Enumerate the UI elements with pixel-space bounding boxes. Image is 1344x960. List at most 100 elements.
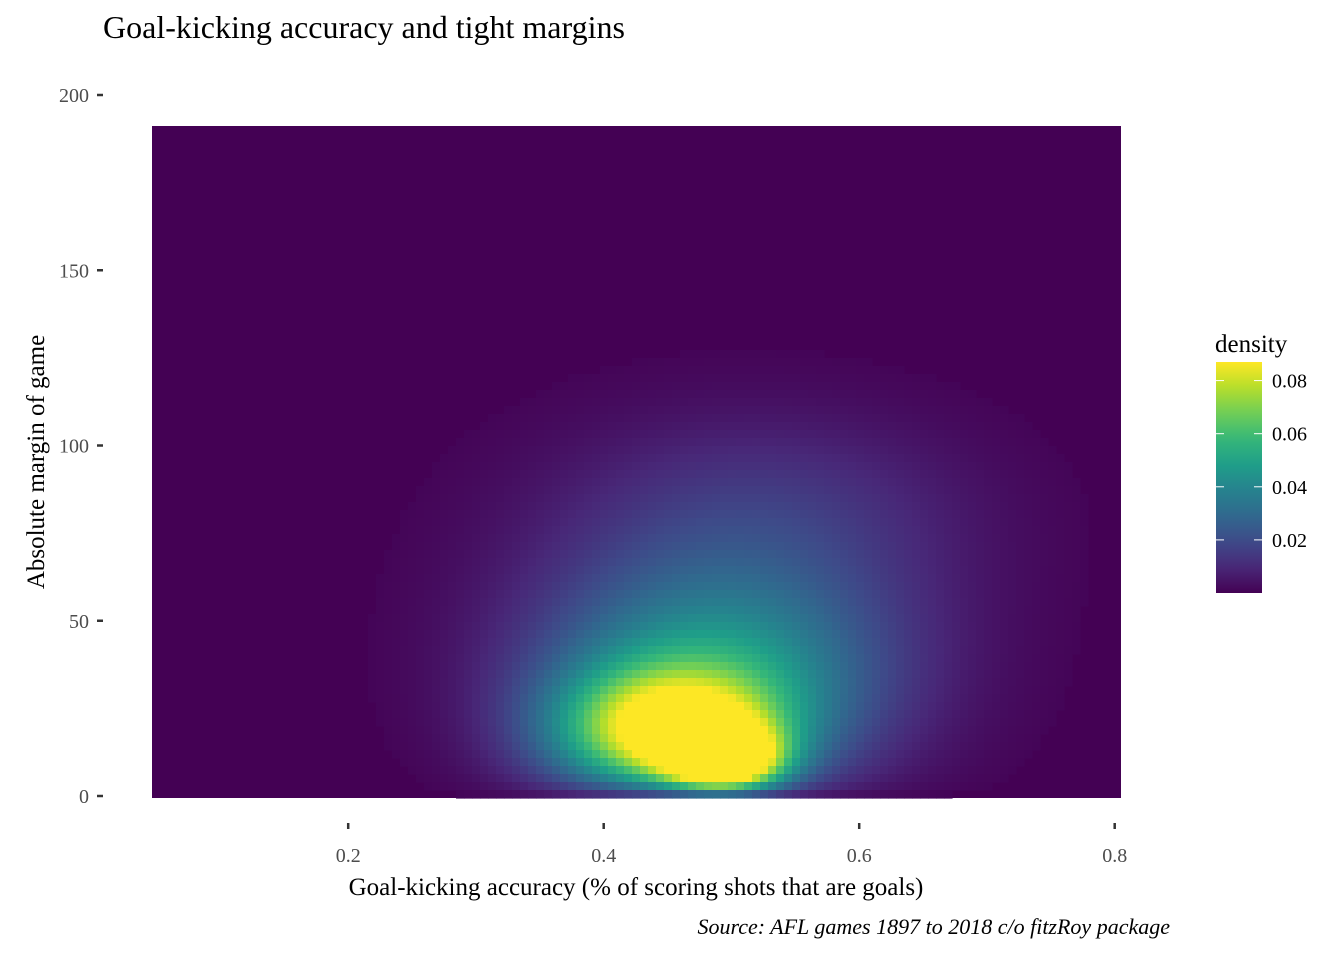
heatmap-cell (512, 646, 521, 655)
heatmap-cell (600, 566, 609, 575)
heatmap-cell (968, 630, 977, 639)
heatmap-cell (952, 526, 961, 535)
heatmap-cell (416, 542, 425, 551)
heatmap-cell (984, 750, 993, 759)
heatmap-cell (528, 670, 537, 679)
heatmap-cell (656, 622, 665, 631)
heatmap-cell (944, 406, 953, 415)
heatmap-cell (968, 566, 977, 575)
heatmap-cell (760, 718, 769, 727)
heatmap-cell (1016, 694, 1025, 703)
heatmap-cell (880, 534, 889, 543)
heatmap-cell (584, 726, 593, 735)
heatmap-cell (720, 654, 729, 663)
heatmap-cell (504, 646, 513, 655)
heatmap-cell (984, 742, 993, 751)
heatmap-cell (592, 510, 601, 519)
heatmap-cell (624, 446, 633, 455)
heatmap-cell (544, 438, 553, 447)
heatmap-cell (656, 606, 665, 615)
heatmap-cell (1032, 446, 1041, 455)
heatmap-cell (808, 606, 817, 615)
heatmap-cell (936, 646, 945, 655)
heatmap-cell (648, 366, 657, 375)
heatmap-cell (456, 742, 465, 751)
heatmap-cell (960, 526, 969, 535)
heatmap-cell (472, 446, 481, 455)
heatmap-cell (776, 670, 785, 679)
heatmap-cell (736, 526, 745, 535)
heatmap-cell (872, 790, 881, 799)
heatmap-cell (680, 758, 689, 767)
heatmap-cell (584, 686, 593, 695)
heatmap-cell (680, 574, 689, 583)
heatmap-cell (928, 678, 937, 687)
heatmap-cell (448, 574, 457, 583)
heatmap-cell (840, 502, 849, 511)
heatmap-cell (704, 702, 713, 711)
heatmap-cell (440, 606, 449, 615)
heatmap-cell (920, 766, 929, 775)
heatmap-cell (784, 534, 793, 543)
heatmap-cell (1056, 662, 1065, 671)
heatmap-cell (408, 558, 417, 567)
heatmap-cell (568, 526, 577, 535)
heatmap-cell (1024, 518, 1033, 527)
heatmap-cell (456, 502, 465, 511)
heatmap-cell (392, 678, 401, 687)
heatmap-cell (1016, 558, 1025, 567)
heatmap-cell (424, 694, 433, 703)
heatmap-cell (576, 622, 585, 631)
heatmap-cell (1032, 654, 1041, 663)
heatmap-cell (856, 790, 865, 799)
heatmap-cell (552, 766, 561, 775)
heatmap-cell (696, 790, 705, 799)
heatmap-cell (432, 462, 441, 471)
y-tick-label: 50 (69, 611, 89, 633)
heatmap-cell (696, 414, 705, 423)
heatmap-cell (664, 782, 673, 791)
heatmap-cell (400, 534, 409, 543)
heatmap-cell (488, 478, 497, 487)
heatmap-cell (776, 582, 785, 591)
heatmap-cell (760, 374, 769, 383)
heatmap-cell (616, 398, 625, 407)
heatmap-cell (456, 614, 465, 623)
heatmap-cell (1016, 422, 1025, 431)
heatmap-cell (728, 550, 737, 559)
heatmap-cell (584, 566, 593, 575)
heatmap-cell (952, 678, 961, 687)
heatmap-cell (720, 550, 729, 559)
heatmap-cell (848, 670, 857, 679)
heatmap-cell (800, 526, 809, 535)
heatmap-cell (992, 446, 1001, 455)
heatmap-cell (968, 510, 977, 519)
heatmap-cell (520, 582, 529, 591)
heatmap-cell (928, 638, 937, 647)
heatmap-cell (480, 750, 489, 759)
heatmap-cell (472, 630, 481, 639)
heatmap-cell (536, 622, 545, 631)
heatmap-cell (824, 750, 833, 759)
heatmap-cell (952, 454, 961, 463)
heatmap-cell (744, 782, 753, 791)
heatmap-cell (776, 614, 785, 623)
heatmap-cell (656, 630, 665, 639)
heatmap-cell (872, 406, 881, 415)
heatmap-cell (1008, 598, 1017, 607)
heatmap-cell (936, 574, 945, 583)
heatmap-cell (792, 598, 801, 607)
heatmap-cell (872, 558, 881, 567)
heatmap-cell (768, 350, 777, 359)
heatmap-cell (376, 686, 385, 695)
heatmap-cell (992, 518, 1001, 527)
heatmap-cell (784, 710, 793, 719)
heatmap-cell (872, 750, 881, 759)
heatmap-cell (688, 686, 697, 695)
heatmap-cell (776, 726, 785, 735)
heatmap-cell (1016, 750, 1025, 759)
heatmap-cell (488, 446, 497, 455)
heatmap-cell (1056, 518, 1065, 527)
heatmap-cell (568, 622, 577, 631)
heatmap-cell (912, 406, 921, 415)
